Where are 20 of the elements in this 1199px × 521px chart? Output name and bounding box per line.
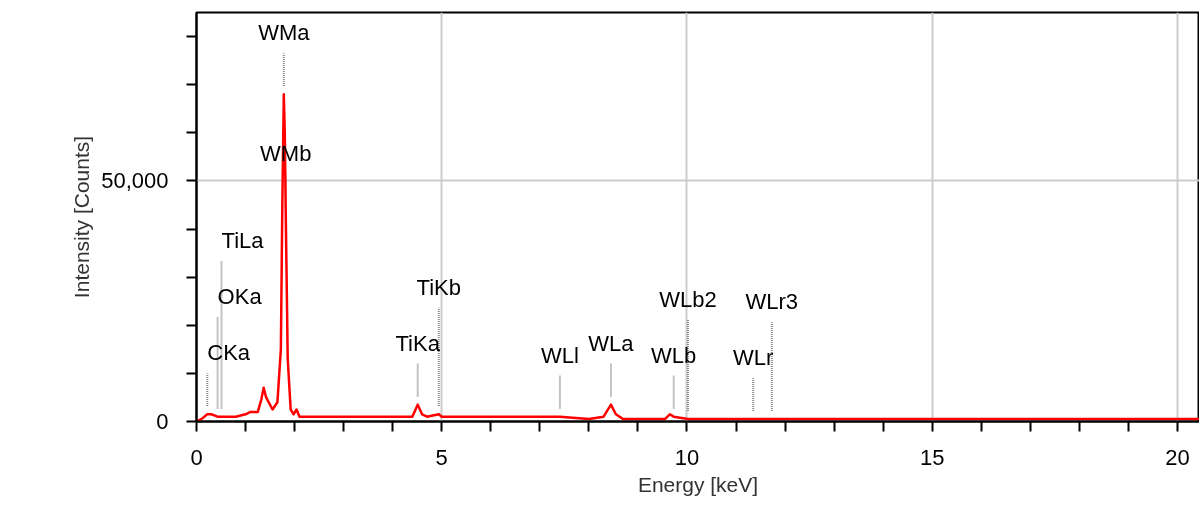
annotation: TiKb [416,274,461,300]
annotation: WLl [540,342,579,368]
x-tick-label: 20 [1165,444,1190,470]
annotation: WLr3 [745,288,799,314]
annotation: TiKa [395,330,441,356]
annotation: OKa [217,284,263,310]
annotation: TiLa [221,228,265,254]
x-tick-label: 15 [919,444,945,470]
x-tick-label: 10 [674,444,700,470]
annotation: WLb [651,342,697,368]
annotation: WLb2 [659,286,717,312]
x-axis-title: Energy [keV] [637,472,759,496]
x-tick-label: 0 [190,444,203,470]
x-tick-label: 5 [435,444,448,470]
annotation: CKa [207,340,251,366]
y-tick-label: 50,000 [101,168,169,194]
annotation: WLr [733,345,774,371]
annotation: WMa [258,20,311,46]
y-axis-title: Intensity [Counts] [70,135,94,299]
annotation: WLa [588,330,635,356]
